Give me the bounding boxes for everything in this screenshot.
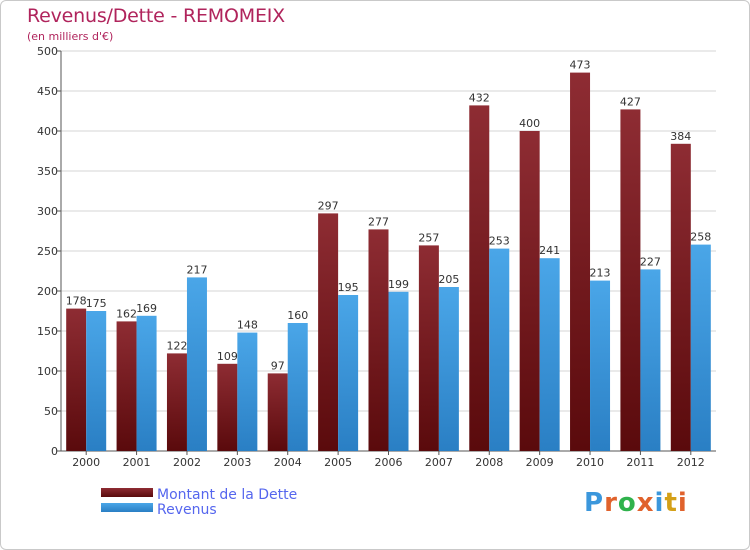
- bar-dette: [368, 229, 389, 451]
- data-label-dette: 277: [368, 215, 389, 228]
- legend-item-revenus: Revenus: [101, 503, 297, 518]
- data-label-dette: 427: [620, 95, 641, 108]
- data-label-revenus: 258: [690, 231, 711, 244]
- data-label-revenus: 227: [640, 255, 661, 268]
- data-label-revenus: 205: [438, 273, 459, 286]
- x-tick-label: 2005: [324, 456, 352, 469]
- bar-dette: [570, 72, 591, 451]
- proxiti-logo: Proxiti: [584, 488, 688, 518]
- bar-dette: [670, 143, 691, 452]
- bar-revenus: [86, 311, 107, 451]
- data-label-dette: 162: [116, 307, 137, 320]
- y-tick-label: 200: [37, 285, 58, 298]
- data-label-dette: 384: [670, 130, 691, 143]
- y-tick-label: 450: [37, 85, 58, 98]
- x-tick-label: 2011: [626, 456, 654, 469]
- x-tick-label: 2006: [375, 456, 403, 469]
- x-tick-label: 2008: [475, 456, 503, 469]
- logo-letter: i: [654, 488, 665, 518]
- data-label-dette: 297: [318, 199, 339, 212]
- data-label-dette: 97: [271, 359, 285, 372]
- bar-revenus: [438, 287, 459, 451]
- legend-label-revenus: Revenus: [157, 502, 217, 518]
- chart-subtitle: (en milliers d'€): [27, 30, 114, 43]
- bar-dette: [519, 131, 540, 451]
- bar-dette: [418, 245, 439, 451]
- data-label-dette: 122: [166, 339, 187, 352]
- bar-dette: [116, 321, 137, 451]
- y-tick-label: 150: [37, 325, 58, 338]
- data-label-dette: 473: [570, 59, 591, 72]
- data-label-dette: 432: [469, 91, 490, 104]
- bar-dette: [318, 213, 339, 451]
- bar-revenus: [287, 323, 308, 451]
- logo-letter: x: [636, 488, 655, 518]
- y-tick-label: 0: [51, 445, 58, 458]
- x-tick-label: 2002: [173, 456, 201, 469]
- bar-revenus: [388, 291, 409, 451]
- data-label-dette: 400: [519, 117, 540, 130]
- bar-dette: [620, 109, 641, 452]
- y-tick-label: 100: [37, 365, 58, 378]
- logo-letter: o: [617, 488, 637, 518]
- x-tick-label: 2000: [72, 456, 100, 469]
- legend-swatch-debt: [101, 488, 153, 497]
- y-tick-label: 50: [44, 405, 58, 418]
- y-tick-label: 400: [37, 125, 58, 138]
- legend-item-debt: Montant de la Dette: [101, 488, 297, 503]
- y-tick-label: 500: [37, 45, 58, 58]
- logo-letter: P: [584, 488, 605, 518]
- bar-revenus: [338, 295, 359, 451]
- chart-title: Revenus/Dette - REMOMEIX: [27, 5, 285, 27]
- data-label-revenus: 160: [287, 309, 308, 322]
- x-tick-label: 2009: [526, 456, 554, 469]
- data-label-dette: 109: [217, 350, 238, 363]
- bar-dette: [66, 308, 87, 451]
- bar-dette: [267, 373, 288, 451]
- data-label-revenus: 217: [186, 263, 207, 276]
- data-label-dette: 178: [66, 295, 87, 308]
- bar-dette: [469, 105, 490, 452]
- bar-dette: [217, 363, 238, 451]
- data-label-revenus: 199: [388, 278, 409, 291]
- bar-revenus: [237, 332, 258, 451]
- data-label-revenus: 169: [136, 302, 157, 315]
- bar-revenus: [136, 315, 157, 451]
- x-tick-label: 2004: [274, 456, 302, 469]
- bar-revenus: [690, 244, 711, 451]
- x-tick-label: 2010: [576, 456, 604, 469]
- y-tick-label: 250: [37, 245, 58, 258]
- x-tick-label: 2007: [425, 456, 453, 469]
- data-label-revenus: 195: [338, 281, 359, 294]
- data-label-revenus: 253: [489, 235, 510, 248]
- logo-letter: i: [677, 488, 688, 518]
- x-tick-label: 2003: [223, 456, 251, 469]
- x-tick-label: 2012: [677, 456, 705, 469]
- data-label-revenus: 175: [86, 297, 107, 310]
- y-tick-label: 300: [37, 205, 58, 218]
- data-label-dette: 257: [418, 231, 439, 244]
- bar-dette: [166, 353, 187, 451]
- x-tick-label: 2001: [123, 456, 151, 469]
- data-label-revenus: 213: [590, 267, 611, 280]
- chart-legend: Montant de la Dette Revenus: [101, 488, 297, 518]
- y-tick-label: 350: [37, 165, 58, 178]
- bar-revenus: [186, 277, 207, 451]
- data-label-revenus: 241: [539, 244, 560, 257]
- logo-letter: t: [664, 488, 678, 518]
- bar-revenus: [489, 248, 510, 451]
- legend-swatch-revenus: [101, 503, 153, 512]
- bar-revenus: [539, 258, 560, 451]
- data-label-revenus: 148: [237, 319, 258, 332]
- logo-letter: r: [604, 488, 618, 518]
- bar-revenus: [640, 269, 661, 451]
- legend-label-debt: Montant de la Dette: [157, 487, 298, 503]
- bar-revenus: [590, 280, 611, 451]
